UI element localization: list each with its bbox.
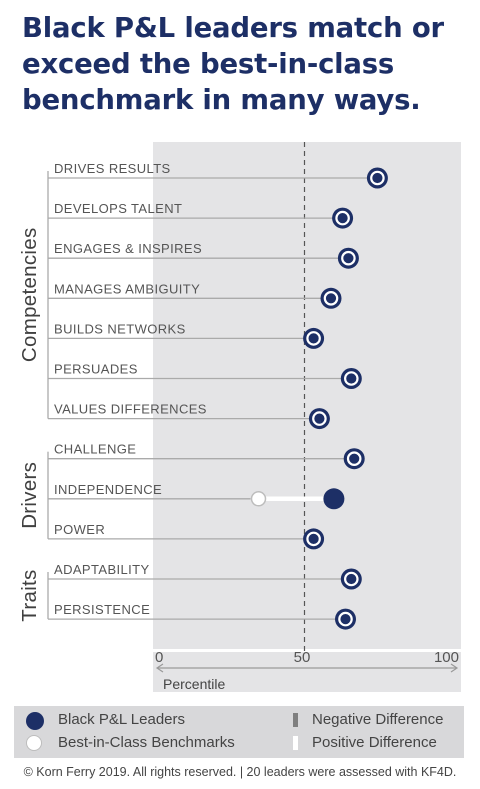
group-label-competencies: Competencies [18, 227, 41, 362]
leader-dot-ring-persuades [343, 371, 359, 386]
row-label-persistence: PERSISTENCE [54, 602, 150, 617]
row-label-persuades: PERSUADES [54, 362, 138, 377]
leader-dot-ring-challenge [346, 451, 362, 466]
leader-dot-ring-develops-talent [335, 210, 350, 226]
leader-dot-ring-engages-inspires [341, 250, 356, 266]
x-tick-label-50: 50 [294, 649, 311, 666]
row-label-manages-ambiguity: MANAGES AMBIGUITY [54, 281, 200, 296]
leader-dot-manages-ambiguity [320, 287, 342, 309]
axis-band [153, 652, 461, 692]
leader-dot-ring-adaptability [343, 571, 359, 587]
legend-benchmark-marker [26, 735, 42, 751]
leader-dot-challenge [343, 448, 365, 470]
leader-dot-persuades [340, 368, 362, 389]
row-label-challenge: CHALLENGE [54, 442, 136, 457]
leader-dot-values-differences [308, 408, 330, 430]
leader-dot-independence [323, 488, 345, 510]
leader-dot-builds-networks [303, 327, 325, 349]
x-axis-arrow-right [450, 663, 459, 673]
x-axis-title: Percentile [163, 676, 225, 692]
group-label-traits: Traits [18, 569, 41, 621]
legend-negative-marker [293, 713, 298, 727]
legend-negative-label: Negative Difference [312, 711, 444, 728]
row-label-values-differences: VALUES DIFFERENCES [54, 402, 207, 417]
leader-dot-persistence [335, 608, 356, 630]
legend-positive-marker [293, 736, 298, 750]
footer-note: © Korn Ferry 2019. All rights reserved. … [23, 765, 457, 779]
leader-dot-ring-values-differences [312, 411, 327, 426]
leader-dot-ring-power [306, 531, 321, 547]
legend: Black P&L Leaders Best-in-Class Benchmar… [14, 706, 464, 758]
group-label-drivers: Drivers [18, 462, 41, 529]
leader-dot-ring-builds-networks [306, 331, 321, 346]
leader-dot-ring-persistence [338, 611, 353, 627]
legend-leader-marker [26, 712, 44, 730]
row-label-engages-inspires: ENGAGES & INSPIRES [54, 241, 202, 256]
leader-dot-develops-talent [332, 207, 354, 229]
row-label-independence: INDEPENDENCE [54, 482, 162, 497]
x-tick-label-100: 100 [434, 649, 459, 666]
legend-leader-label: Black P&L Leaders [58, 711, 186, 728]
row-label-drives-results: DRIVES RESULTS [54, 161, 171, 176]
chart-title: Black P&L leaders match or exceed the be… [22, 12, 444, 116]
leader-dot-ring-drives-results [370, 170, 385, 186]
x-tick-label-0: 0 [155, 649, 163, 666]
legend-benchmark-label: Best-in-Class Benchmarks [58, 734, 235, 751]
row-label-develops-talent: DEVELOPS TALENT [54, 201, 182, 216]
leader-dot-power [303, 528, 325, 550]
x-axis-arrow-left [155, 663, 164, 673]
row-label-builds-networks: BUILDS NETWORKS [54, 321, 186, 336]
row-label-adaptability: ADAPTABILITY [54, 562, 150, 577]
dot-plot-chart: DRIVES RESULTS DEVELOPS TALENT ENGAGES & I… [18, 142, 461, 692]
leader-dot-adaptability [340, 568, 362, 590]
row-label-power: POWER [54, 522, 105, 537]
benchmark-dot-independence [250, 491, 267, 507]
legend-positive-label: Positive Difference [312, 734, 437, 751]
leader-dot-ring-manages-ambiguity [323, 290, 339, 306]
leader-dot-drives-results [366, 167, 388, 189]
leader-dot-engages-inspires [337, 247, 359, 269]
plot-background [153, 142, 461, 649]
